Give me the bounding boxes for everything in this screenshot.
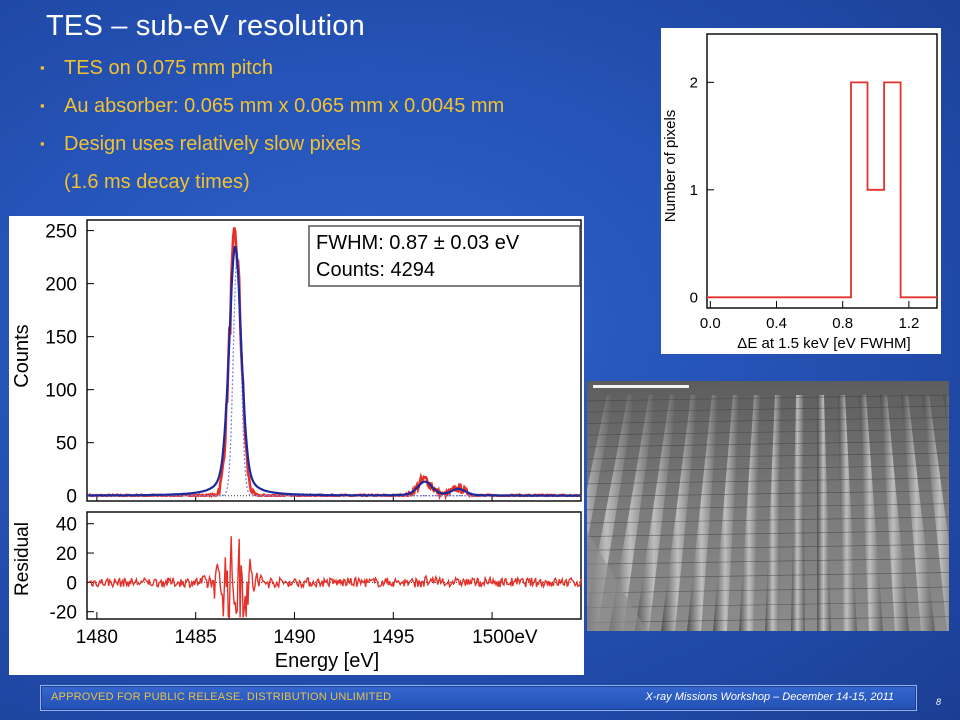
spectrum-y-tick-label: 50 <box>56 434 77 455</box>
residual-frame <box>86 511 582 620</box>
spectrum-x-axis-label: Energy [eV] <box>275 650 380 672</box>
sem-pixel-gap <box>587 601 949 609</box>
slide-title: TES – sub-eV resolution <box>46 10 365 42</box>
histogram-y-tick-label: 1 <box>690 182 698 199</box>
sem-pixel-gap <box>587 477 949 485</box>
spectrum-y-tick-label: 100 <box>45 381 77 402</box>
spectrum-y-tick-label: 150 <box>45 328 77 349</box>
sem-pixel-gap <box>587 405 949 413</box>
footer-event: X-ray Missions Workshop – December 14-15… <box>645 691 894 703</box>
footer-bar: APPROVED FOR PUBLIC RELEASE. DISTRIBUTIO… <box>40 685 917 711</box>
sem-pixel-column <box>713 395 740 631</box>
sem-pixel-column <box>817 395 831 631</box>
sem-pixel-gap <box>587 516 949 524</box>
bullet-marker-icon: ▪ <box>40 136 45 151</box>
legend-fwhm: FWHM: 0.87 ± 0.03 eV <box>316 232 520 254</box>
sem-pixel-gap <box>587 394 949 402</box>
bullet-item: ▪ TES on 0.075 mm pitch <box>40 58 660 96</box>
sem-pixel-gap <box>587 490 949 498</box>
legend-frame <box>308 225 581 287</box>
residual-series <box>88 536 582 619</box>
pixel-histogram-chart: 0.0 0.4 0.8 1.2 0 1 2 Number of pixels ΔE at 1… <box>662 33 938 352</box>
bullet-marker-icon: ▪ <box>40 98 45 113</box>
sem-substrate <box>587 531 647 631</box>
residual-x-tick-label: 1485 <box>175 627 217 648</box>
spectrum-legend-box: FWHM: 0.87 ± 0.03 eV Counts: 4294 <box>308 225 581 287</box>
bullet-continuation: (1.6 ms decay times) <box>64 171 250 193</box>
legend-counts: Counts: 4294 <box>316 259 435 281</box>
sem-pixel-column <box>635 395 677 631</box>
sem-pixel-column <box>687 395 719 631</box>
sem-pixel-gap <box>587 428 949 436</box>
sem-pixel-gap <box>587 572 949 579</box>
bullet-text: TES on 0.075 mm pitch <box>64 57 273 79</box>
bullet-list: ▪ TES on 0.075 mm pitch ▪ Au absorber: 0.0… <box>40 58 660 210</box>
sem-pixel-column <box>765 395 782 631</box>
sem-pixel-gap <box>587 452 949 460</box>
sem-pixel-column <box>922 395 949 631</box>
residual-x-tick-label: 1490 <box>273 627 315 648</box>
sem-pixel-column <box>739 395 761 631</box>
residual-plot-area: 40 20 0 -20 1480 1485 1490 1495 1500eV <box>50 511 582 648</box>
histogram-frame <box>706 33 938 309</box>
spectrum-component-series <box>87 253 581 497</box>
spectrum-frame <box>86 219 582 502</box>
spectrum-fit-series <box>87 246 581 497</box>
sem-pixel-gap <box>587 417 949 424</box>
residual-y-axis-label: Residual <box>12 522 33 596</box>
residual-y-tick-label: 40 <box>56 515 77 536</box>
sem-pixel-gap <box>587 503 949 511</box>
sem-pixel-gap <box>587 440 949 448</box>
histogram-x-tick-label: 1.2 <box>898 315 919 332</box>
sem-pixel-gap <box>587 557 949 565</box>
residual-y-tick-label: -20 <box>50 603 77 624</box>
spectrum-y-tick-label: 200 <box>45 275 77 296</box>
histogram-x-tick-label: 0.8 <box>832 315 853 332</box>
sem-pixel-gap <box>587 543 949 551</box>
residual-x-tick-label: 1500eV <box>472 627 538 648</box>
sem-array-image <box>587 381 949 631</box>
histogram-y-axis-label: Number of pixels <box>662 110 679 223</box>
sem-pixel-column <box>838 395 857 631</box>
sem-pixel-column <box>859 395 883 631</box>
sem-pixel-column <box>791 395 805 631</box>
bullet-marker-icon: ▪ <box>40 60 45 75</box>
spectrum-y-tick-label: 0 <box>66 487 77 508</box>
residual-y-tick-label: 20 <box>56 544 77 565</box>
histogram-series-line <box>707 81 937 299</box>
spectrum-plot-area: 0 50 100 150 200 250 <box>45 219 582 508</box>
histogram-y-tick-label: 0 <box>690 289 698 306</box>
histogram-x-tick-label: 0.4 <box>766 315 787 332</box>
bullet-item: ▪ Au absorber: 0.065 mm x 0.065 mm x 0.00… <box>40 96 660 134</box>
energy-spectrum-panel: 0 50 100 150 200 250 40 20 0 -20 1480 1485 1490 1495… <box>9 216 584 675</box>
sem-micrograph <box>587 381 949 631</box>
histogram-x-axis-label: ΔE at 1.5 keV [eV FWHM] <box>737 335 910 352</box>
residual-x-tick-label: 1480 <box>76 627 118 648</box>
residual-y-tick-label: 0 <box>66 573 77 594</box>
sem-pixel-gap <box>587 464 949 472</box>
bullet-text: Au absorber: 0.065 mm x 0.065 mm x 0.004… <box>64 95 505 117</box>
bullet-item: ▪ Design uses relatively slow pixels <box>40 134 660 172</box>
residual-x-tick-label: 1495 <box>372 627 414 648</box>
sem-pixel-column <box>661 395 698 631</box>
spectrum-y-axis-label: Counts <box>11 324 33 387</box>
sem-pixel-column <box>943 395 949 443</box>
scale-bar <box>593 385 689 388</box>
sem-pixel-gap <box>587 616 949 624</box>
footer-release-notice: APPROVED FOR PUBLIC RELEASE. DISTRIBUTIO… <box>51 691 392 703</box>
histogram-plot-area: 0.0 0.4 0.8 1.2 0 1 2 <box>690 33 938 332</box>
bullet-text: Design uses relatively slow pixels <box>64 133 361 155</box>
sem-pixel-gap <box>587 530 949 537</box>
spectrum-y-tick-label: 250 <box>45 222 77 243</box>
sem-pixel-column <box>587 395 614 544</box>
histogram-x-tick-label: 0.0 <box>700 315 721 332</box>
sem-pixel-gap <box>587 586 949 594</box>
page-number: 8 <box>936 697 942 707</box>
histogram-y-tick-label: 2 <box>690 74 698 91</box>
sem-pixel-column <box>609 395 656 631</box>
pixel-histogram-panel: 0.0 0.4 0.8 1.2 0 1 2 Number of pixels ΔE at 1… <box>661 28 941 354</box>
